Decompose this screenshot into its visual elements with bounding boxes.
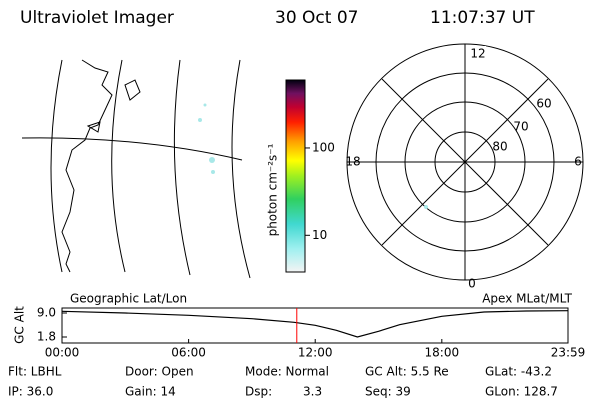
field: Seq: 39 xyxy=(365,385,411,399)
mlt-label: 12 xyxy=(470,47,485,61)
mlt-label: 18 xyxy=(345,155,360,169)
y-axis-label: GC Alt xyxy=(13,306,27,344)
x-tick-label: 12:00 xyxy=(298,346,333,360)
y-tick-label: 1.8 xyxy=(37,330,56,344)
field: 3.3 xyxy=(303,385,322,399)
colorbar xyxy=(285,79,306,273)
panel-label: Geographic Lat/Lon xyxy=(70,292,187,306)
line xyxy=(61,310,569,338)
polar-grid xyxy=(346,43,584,281)
lat-label: 60 xyxy=(536,97,551,111)
colorbar-tick-label: 100 xyxy=(312,140,335,154)
panel-label: Apex MLat/MLT xyxy=(482,292,572,306)
x-tick-label: 00:00 xyxy=(45,346,80,360)
field: GLat: -43.2 xyxy=(485,365,552,379)
field: Door: Open xyxy=(125,365,194,379)
mlt-label: 6 xyxy=(574,155,582,169)
x-tick-label: 06:00 xyxy=(171,346,206,360)
field: IP: 36.0 xyxy=(8,385,53,399)
x-tick-label: 18:00 xyxy=(425,346,460,360)
colorbar-label: photon cm⁻²s⁻¹ xyxy=(266,143,280,236)
lat-label: 80 xyxy=(492,140,507,154)
field: Gain: 14 xyxy=(125,385,176,399)
time: 11:07:37 UT xyxy=(430,8,535,28)
field: GLon: 128.7 xyxy=(485,385,558,399)
geo-map xyxy=(21,59,251,279)
colorbar-tick-label: 10 xyxy=(312,228,327,242)
y-tick-label: 9.0 xyxy=(37,306,56,320)
field: Mode: Normal xyxy=(245,365,329,379)
field: Dsp: xyxy=(245,385,272,399)
title: Ultraviolet Imager xyxy=(20,8,174,28)
x-tick-label: 23:59 xyxy=(551,346,586,360)
date: 30 Oct 07 xyxy=(275,8,358,28)
field: Flt: LBHL xyxy=(8,365,62,379)
mlt-label: 0 xyxy=(468,277,476,291)
field: GC Alt: 5.5 Re xyxy=(365,365,449,379)
lat-label: 70 xyxy=(513,120,528,134)
